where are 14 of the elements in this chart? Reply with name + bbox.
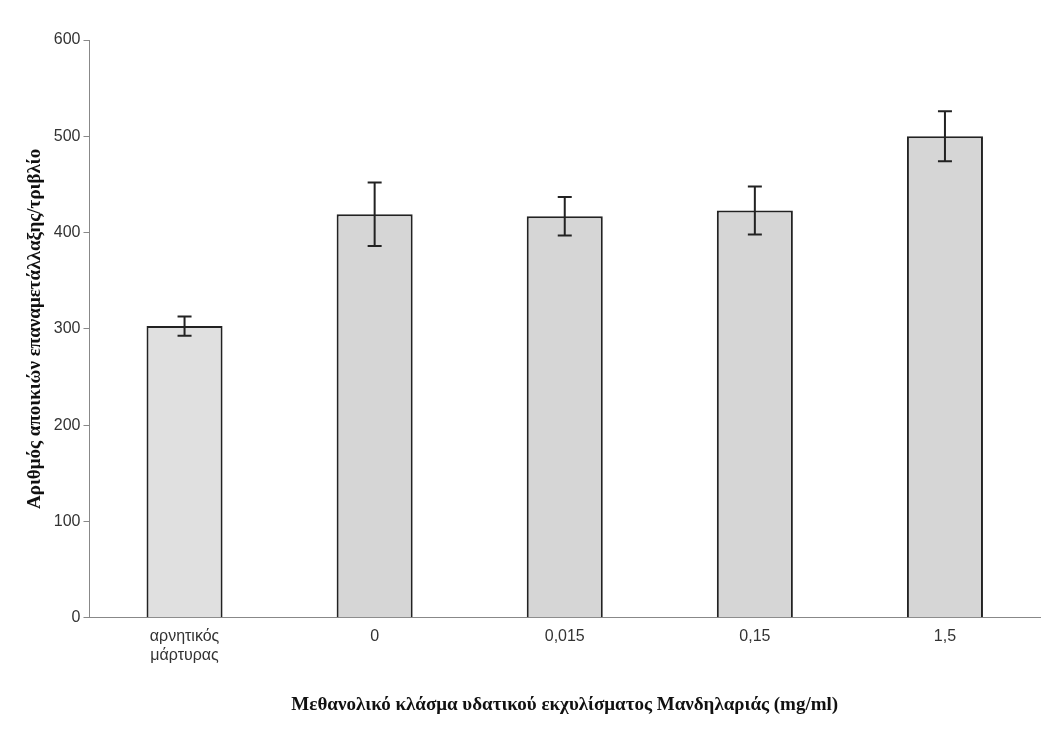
y-tick-label: 600 <box>53 30 81 48</box>
y-axis-title: Αριθμός αποικιών επαναμετάλλαξης/τριβλίο <box>23 148 46 509</box>
y-tick-label: 400 <box>53 223 81 241</box>
y-tick-label: 200 <box>53 415 81 433</box>
x-tick-label: 0,015 <box>544 626 585 644</box>
x-tick-label: 0,15 <box>739 626 771 644</box>
x-tick-label: 1,5 <box>933 626 957 644</box>
x-axis-title: Μεθανολικό κλάσμα υδατικού εκχυλίσματος Μανδηλαριάς (mg/ml) <box>291 692 839 715</box>
x-tick-label: αρνητικός μάρτυρας <box>149 626 220 664</box>
y-tick-label: 0 <box>71 608 81 626</box>
y-tick-label: 300 <box>53 319 81 337</box>
y-tick-label: 100 <box>53 511 81 529</box>
x-tick-label: 0 <box>370 626 380 644</box>
y-tick-label: 500 <box>53 126 81 144</box>
